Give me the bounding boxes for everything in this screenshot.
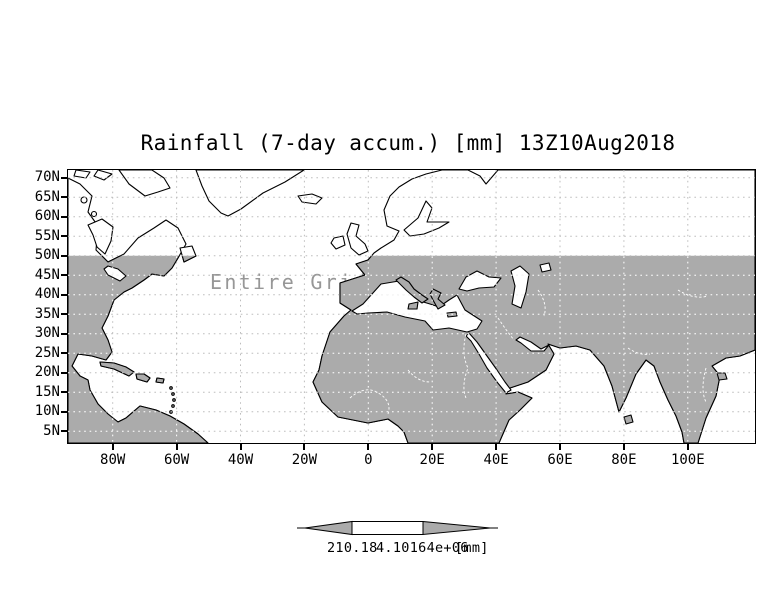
lat-tick-mark [61, 313, 68, 316]
lat-tick-mark [61, 215, 68, 218]
lat-tick-mark [61, 274, 68, 277]
lat-tick-mark [61, 196, 68, 199]
lat-tick-mark [61, 352, 68, 355]
lat-tick-label: 40N [34, 286, 60, 303]
lat-tick-mark [61, 254, 68, 257]
lat-tick-label: 65N [34, 188, 60, 205]
lon-tick-mark [431, 443, 434, 450]
lat-tick-mark [61, 410, 68, 413]
colorbar-units-label: [mm] [455, 540, 489, 556]
lat-tick-label: 45N [34, 266, 60, 283]
lat-tick-mark [61, 430, 68, 433]
lat-tick-label: 5N [43, 422, 60, 439]
lon-tick-label: 40E [483, 452, 509, 468]
lon-tick-label: 40W [227, 452, 254, 468]
lat-tick-mark [61, 332, 68, 335]
lat-tick-mark [61, 235, 68, 238]
lon-tick-label: 60E [547, 452, 573, 468]
lon-tick-label: 80W [100, 452, 126, 468]
colorbar-right-arrow [422, 520, 491, 536]
lon-tick-mark [175, 443, 178, 450]
colorbar-segment [351, 521, 424, 535]
lat-tick-label: 20N [34, 364, 60, 381]
colorbar-min-label: 210.18 [327, 540, 378, 556]
rivers [349, 289, 709, 415]
lon-tick-mark [622, 443, 625, 450]
lat-tick-label: 70N [34, 169, 60, 186]
lon-tick-label: 0 [364, 452, 373, 468]
lon-tick-mark [239, 443, 242, 450]
lat-tick-label: 10N [34, 403, 60, 420]
lon-tick-label: 60W [163, 452, 190, 468]
lon-tick-mark [686, 443, 689, 450]
lon-tick-mark [111, 443, 114, 450]
lon-tick-mark [367, 443, 370, 450]
lon-tick-mark [495, 443, 498, 450]
plot-title: Rainfall (7-day accum.) [mm] 13Z10Aug201… [140, 131, 676, 155]
colorbar [297, 520, 498, 536]
lat-tick-label: 15N [34, 383, 60, 400]
lat-tick-mark [61, 293, 68, 296]
lon-tick-label: 80E [611, 452, 637, 468]
lat-tick-mark [61, 371, 68, 374]
lon-tick-label: 20E [419, 452, 445, 468]
lat-tick-mark [61, 176, 68, 179]
lon-tick-mark [559, 443, 561, 450]
lon-tick-label: 100E [670, 452, 705, 468]
lat-tick-label: 55N [34, 227, 60, 244]
lon-tick-mark [303, 443, 306, 450]
colorbar-left-arrow [304, 520, 353, 536]
lat-tick-label: 25N [34, 344, 60, 361]
lon-tick-label: 20W [291, 452, 318, 468]
lat-tick-label: 35N [34, 305, 60, 322]
colorbar-max-label: 4.10164e+06 [376, 540, 469, 556]
lat-tick-mark [61, 391, 68, 394]
lat-tick-label: 30N [34, 325, 60, 342]
lat-tick-label: 50N [34, 247, 60, 264]
lat-tick-label: 60N [34, 208, 60, 225]
world-map-canvas [68, 170, 755, 443]
